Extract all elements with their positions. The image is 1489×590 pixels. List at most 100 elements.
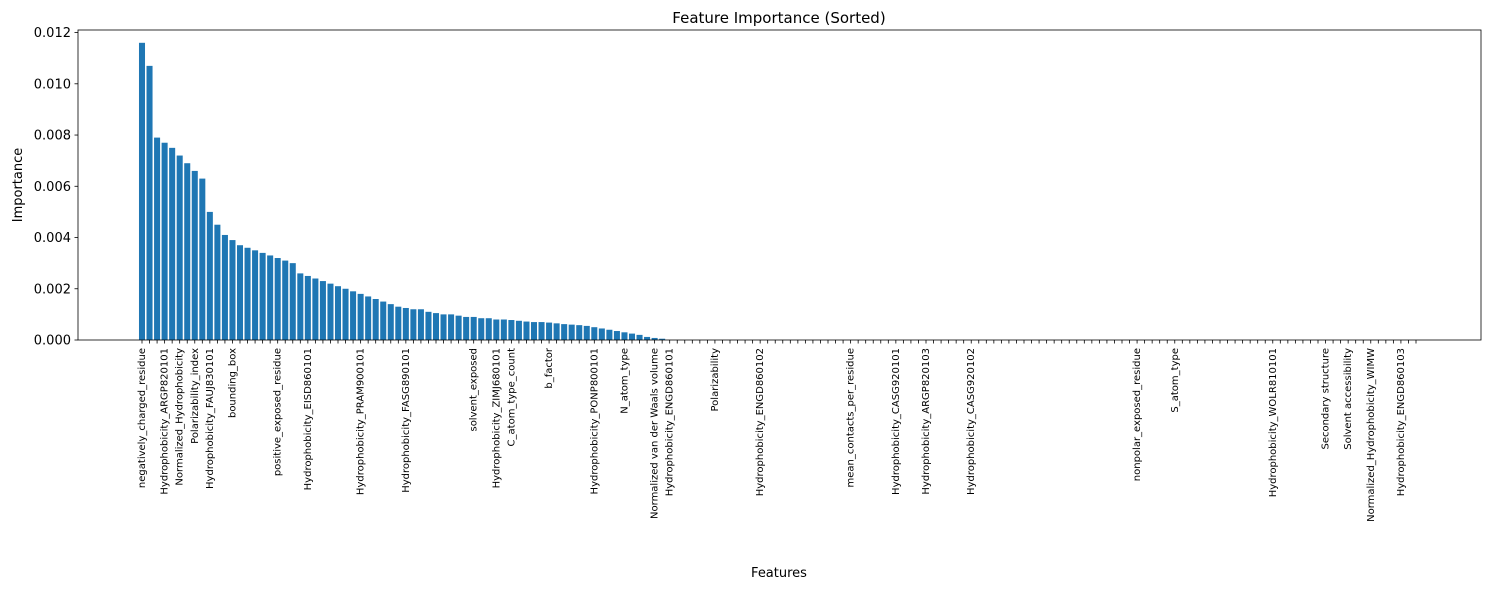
x-tick-label: b_factor (544, 347, 555, 389)
bar (402, 307, 409, 340)
bar (598, 328, 605, 340)
bar (206, 211, 213, 340)
bar (478, 318, 485, 340)
bar (523, 321, 530, 340)
x-tick-label: Polarizability (710, 348, 721, 412)
bar (259, 252, 266, 340)
bar (154, 137, 161, 340)
bar (327, 283, 334, 340)
bar (425, 311, 432, 340)
y-tick-label: 0.006 (34, 180, 71, 195)
bar (636, 334, 643, 340)
x-tick-label: Hydrophobicity_FASG890101 (401, 348, 412, 493)
x-tick-label: negatively_charged_residue (137, 348, 148, 488)
bar (410, 309, 417, 340)
bar (214, 224, 221, 340)
x-tick-label: Hydrophobicity_ENGD860103 (1396, 348, 1407, 496)
y-axis-label: Importance (11, 148, 26, 223)
x-tick-label: Hydrophobicity_ARGP820103 (921, 348, 932, 495)
bar (319, 281, 326, 340)
chart-title: Feature Importance (Sorted) (672, 9, 885, 27)
x-tick-label: Hydrophobicity_CASG920102 (966, 348, 977, 495)
x-tick-label: nonpolar_exposed_residue (1132, 348, 1143, 481)
bar (515, 320, 522, 340)
y-tick-label: 0.004 (34, 231, 71, 246)
bar (432, 313, 440, 340)
bar (395, 306, 402, 340)
x-tick-marks (141, 340, 1417, 344)
y-axis-ticks: 0.000 0.002 0.004 0.006 0.008 0.010 0.012 (34, 26, 78, 349)
x-tick-label: positive_exposed_residue (273, 348, 284, 476)
bar (538, 322, 545, 340)
x-tick-label: Hydrophobicity_ARGP820101 (160, 348, 171, 495)
bar (651, 337, 658, 340)
bar (334, 286, 342, 340)
bar (553, 323, 560, 340)
bar (267, 255, 274, 340)
x-tick-label: Hydrophobicity_FAUJ830101 (205, 348, 216, 489)
x-tick-label: Normalized_Hydrophobicity (175, 348, 186, 486)
x-tick-label: C_atom_type_count (506, 348, 517, 447)
x-tick-label: Hydrophobicity_ENGD860102 (755, 348, 766, 496)
bar (606, 329, 613, 340)
bar (659, 338, 666, 340)
bar (591, 327, 598, 340)
x-tick-label: S_atom_type (1170, 348, 1181, 413)
bar (493, 319, 500, 340)
bar (191, 170, 198, 340)
bar (448, 314, 455, 340)
y-tick-label: 0.000 (34, 334, 71, 349)
x-tick-label: Hydrophobicity_ENGD860101 (665, 348, 676, 496)
x-tick-label: mean_contacts_per_residue (846, 348, 857, 487)
bar (644, 336, 651, 340)
bar (312, 278, 319, 340)
bar (350, 291, 357, 340)
y-tick-label: 0.010 (34, 77, 71, 92)
x-tick-label: Normalized van der Waals volume (650, 348, 661, 519)
bar (613, 331, 620, 340)
y-tick-label: 0.008 (34, 129, 71, 144)
bar (365, 296, 372, 340)
x-tick-label: Hydrophobicity_WOLR810101 (1268, 348, 1279, 497)
bar (244, 247, 251, 340)
bar (282, 260, 289, 340)
bar (297, 273, 304, 340)
x-tick-label: Polarizability_index (190, 348, 201, 444)
bar (380, 301, 387, 340)
bar (455, 315, 462, 340)
bar (289, 263, 296, 340)
bar (508, 320, 515, 340)
bar (500, 319, 507, 340)
bar (568, 324, 575, 340)
x-tick-label: Hydrophobicity_CASG920101 (891, 348, 902, 495)
plot-area-frame (77, 29, 1482, 341)
bar (440, 314, 447, 340)
bar (387, 304, 394, 340)
x-axis-label: Features (751, 566, 807, 581)
bar (199, 178, 206, 340)
bar (576, 325, 583, 340)
x-tick-label: Hydrophobicity_PRAM900101 (356, 348, 367, 495)
bar (628, 333, 636, 340)
bar (485, 318, 492, 340)
bar (372, 299, 379, 340)
bar (530, 322, 538, 340)
x-tick-label: Normalized_Hydrophobicity_WIMW (1366, 348, 1377, 522)
bar-group (138, 42, 666, 341)
x-tick-label: bounding_box (227, 348, 238, 418)
bar (583, 325, 590, 340)
bar (161, 142, 168, 340)
x-tick-label: N_atom_type (619, 348, 630, 414)
bar (463, 316, 470, 340)
bar (304, 275, 311, 340)
bar (221, 234, 228, 340)
bar (546, 322, 553, 340)
x-tick-label: Secondary structure (1321, 348, 1332, 450)
bar (252, 250, 259, 340)
bar (176, 155, 183, 340)
y-tick-label: 0.002 (34, 282, 71, 297)
y-tick-label: 0.012 (34, 26, 71, 41)
x-tick-label: solvent_exposed (469, 348, 480, 432)
